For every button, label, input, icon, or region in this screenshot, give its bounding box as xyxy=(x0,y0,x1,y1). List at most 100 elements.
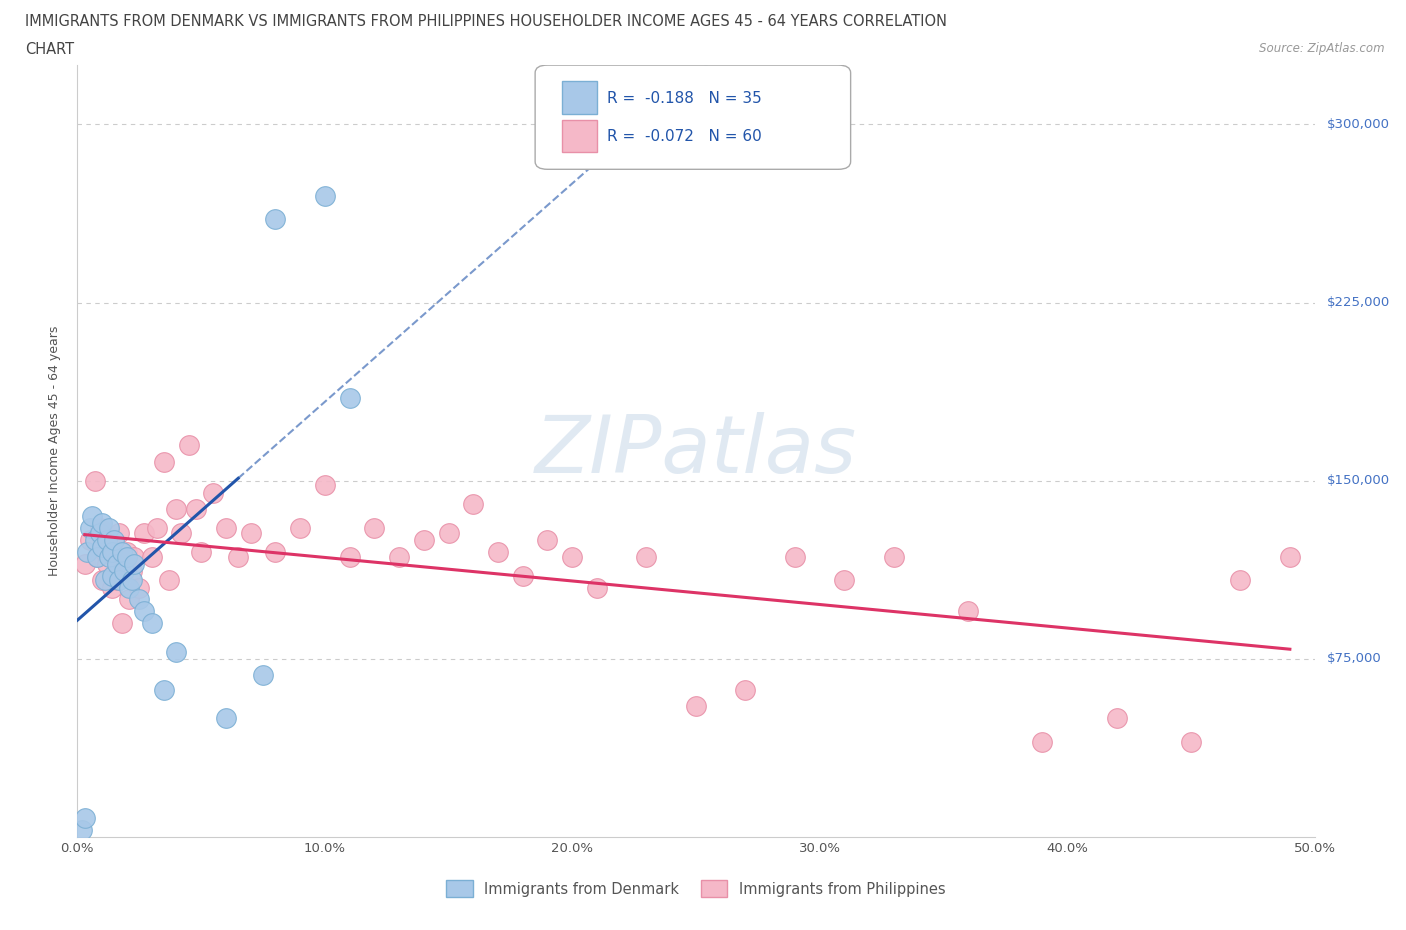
Point xyxy=(1105,711,1128,725)
Point xyxy=(96,556,118,571)
Point xyxy=(103,533,125,548)
Point xyxy=(145,521,167,536)
Point xyxy=(121,564,143,578)
Point xyxy=(134,525,156,540)
Point xyxy=(82,509,104,524)
Point xyxy=(1031,735,1053,750)
Point xyxy=(239,525,262,540)
Point xyxy=(141,550,163,565)
Point xyxy=(177,438,200,453)
Point xyxy=(115,550,138,565)
Point xyxy=(561,550,583,565)
Point xyxy=(463,497,485,512)
Point xyxy=(170,525,193,540)
Point xyxy=(215,711,238,725)
Point xyxy=(73,556,96,571)
Point xyxy=(112,564,135,578)
Bar xyxy=(562,120,598,153)
Point xyxy=(685,699,707,714)
Point xyxy=(121,573,143,588)
Point xyxy=(115,545,138,560)
Point xyxy=(73,811,96,826)
Point xyxy=(79,521,101,536)
Point xyxy=(202,485,225,500)
Point xyxy=(83,473,105,488)
Point xyxy=(98,550,121,565)
Point xyxy=(264,545,287,560)
Point xyxy=(153,683,176,698)
Point xyxy=(86,550,108,565)
Legend: Immigrants from Denmark, Immigrants from Philippines: Immigrants from Denmark, Immigrants from… xyxy=(440,874,952,903)
Point xyxy=(105,556,128,571)
Point xyxy=(89,521,111,536)
Point xyxy=(72,822,94,837)
Point xyxy=(128,580,150,595)
Point xyxy=(98,521,121,536)
Point xyxy=(128,592,150,607)
Point xyxy=(118,592,141,607)
Point xyxy=(89,525,111,540)
Point xyxy=(83,533,105,548)
Text: $150,000: $150,000 xyxy=(1327,474,1391,487)
Point xyxy=(586,580,609,595)
Point xyxy=(112,556,135,571)
Point xyxy=(122,556,145,571)
Point xyxy=(388,550,411,565)
Point xyxy=(86,550,108,565)
Point xyxy=(1278,550,1301,565)
Point xyxy=(734,683,756,698)
Point xyxy=(184,502,207,517)
Point xyxy=(883,550,905,565)
Point xyxy=(76,545,98,560)
Point xyxy=(91,539,114,554)
Point xyxy=(91,516,114,531)
Point xyxy=(108,525,131,540)
Point xyxy=(1180,735,1202,750)
Point xyxy=(1229,573,1251,588)
Point xyxy=(834,573,856,588)
Point xyxy=(437,525,460,540)
Text: $75,000: $75,000 xyxy=(1327,652,1382,665)
Point xyxy=(157,573,180,588)
Point xyxy=(783,550,806,565)
Point xyxy=(91,573,114,588)
Text: CHART: CHART xyxy=(25,42,75,57)
Point xyxy=(153,454,176,469)
Point xyxy=(93,545,115,560)
Point xyxy=(412,533,434,548)
Text: $225,000: $225,000 xyxy=(1327,296,1391,309)
Point xyxy=(165,644,187,659)
FancyBboxPatch shape xyxy=(536,65,851,169)
Point xyxy=(190,545,212,560)
Point xyxy=(363,521,385,536)
Point xyxy=(108,573,131,588)
Text: $300,000: $300,000 xyxy=(1327,118,1391,131)
Point xyxy=(314,478,336,493)
Point xyxy=(101,545,124,560)
Point xyxy=(252,668,274,683)
Point xyxy=(103,550,125,565)
Point xyxy=(122,550,145,565)
Point xyxy=(339,550,361,565)
Point xyxy=(105,573,128,588)
Point xyxy=(536,533,558,548)
Point xyxy=(98,533,121,548)
Point xyxy=(264,212,287,227)
Text: IMMIGRANTS FROM DENMARK VS IMMIGRANTS FROM PHILIPPINES HOUSEHOLDER INCOME AGES 4: IMMIGRANTS FROM DENMARK VS IMMIGRANTS FR… xyxy=(25,14,948,29)
Text: R =  -0.072   N = 60: R = -0.072 N = 60 xyxy=(607,129,762,144)
Text: ZIPatlas: ZIPatlas xyxy=(534,412,858,490)
Text: Source: ZipAtlas.com: Source: ZipAtlas.com xyxy=(1260,42,1385,55)
Point xyxy=(101,568,124,583)
Point xyxy=(93,573,115,588)
Point xyxy=(957,604,980,618)
Point xyxy=(636,550,658,565)
Point xyxy=(96,533,118,548)
Point xyxy=(339,391,361,405)
Bar xyxy=(562,81,598,113)
Point xyxy=(101,580,124,595)
Point xyxy=(512,568,534,583)
Text: R =  -0.188   N = 35: R = -0.188 N = 35 xyxy=(607,91,762,106)
Point xyxy=(111,616,134,631)
Point xyxy=(134,604,156,618)
Point xyxy=(288,521,311,536)
